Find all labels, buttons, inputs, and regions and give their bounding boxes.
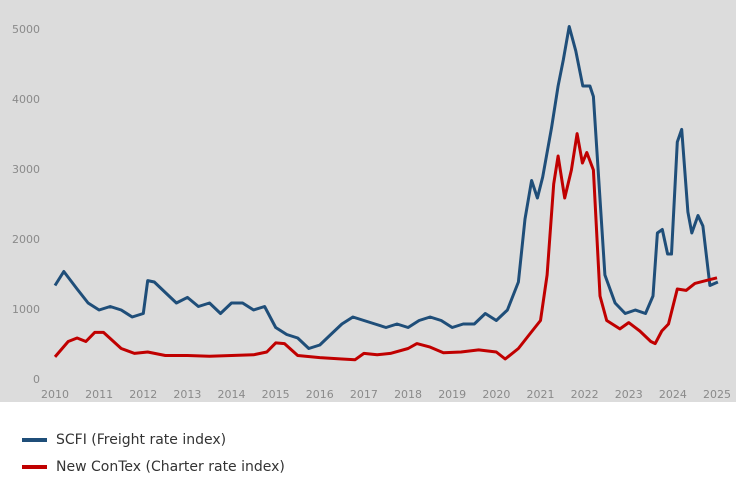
x-tick-label: 2016: [306, 388, 334, 401]
y-tick-label: 5000: [12, 23, 40, 36]
legend-label: SCFI (Freight rate index): [56, 432, 226, 448]
x-tick-label: 2014: [218, 388, 246, 401]
x-tick-label: 2015: [262, 388, 290, 401]
x-tick-label: 2011: [85, 388, 113, 401]
y-tick-label: 2000: [12, 233, 40, 246]
x-tick-label: 2023: [615, 388, 643, 401]
x-tick-label: 2022: [571, 388, 599, 401]
plot-background: [0, 0, 736, 402]
x-tick-label: 2018: [394, 388, 422, 401]
series-line: [53, 25, 719, 350]
x-tick-label: 2024: [659, 388, 687, 401]
y-tick-label: 0: [33, 373, 40, 386]
x-tick-label: 2013: [173, 388, 201, 401]
x-tick-label: 2020: [482, 388, 510, 401]
x-tick-label: 2017: [350, 388, 378, 401]
x-tick-label: 2019: [438, 388, 466, 401]
x-tick-label: 2012: [129, 388, 157, 401]
y-tick-label: 1000: [12, 303, 40, 316]
x-tick-label: 2010: [41, 388, 69, 401]
x-tick-label: 2021: [526, 388, 554, 401]
legend-label: New ConTex (Charter rate index): [56, 459, 285, 475]
series-line: [53, 132, 718, 362]
x-tick-label: 2025: [703, 388, 731, 401]
y-tick-label: 4000: [12, 93, 40, 106]
y-tick-label: 3000: [12, 163, 40, 176]
